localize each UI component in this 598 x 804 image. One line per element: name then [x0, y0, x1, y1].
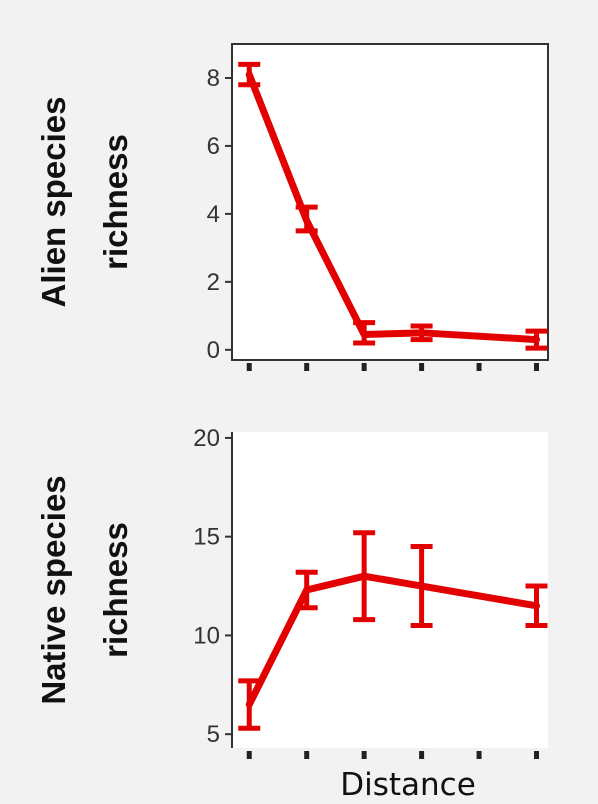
native-plot-area: [232, 432, 548, 748]
alien-error-bar: [525, 328, 548, 351]
native-y-tick-label: 10: [193, 622, 220, 649]
native-error-bar: [295, 569, 318, 611]
native-xlabel: Distance: [340, 767, 476, 803]
alien-ylabel-line-2: richness: [97, 134, 134, 270]
native-error-bar: [410, 544, 433, 629]
alien-plot-area: [231, 43, 549, 361]
alien-ylabel-line-1: Alien species: [35, 97, 72, 308]
native-error-bar: [353, 530, 376, 623]
alien-error-bar: [238, 61, 261, 88]
native-error-bar: [238, 678, 261, 731]
native-ylabel-line-2: richness: [97, 522, 134, 658]
alien-y-tick-label: 8: [207, 65, 220, 92]
alien-y-tick-label: 4: [207, 201, 220, 228]
native-error-bar: [525, 583, 548, 629]
alien-y-axis: 0 2 4 6 8: [207, 65, 232, 364]
native-y-tick-label: 15: [193, 524, 220, 551]
native-richness-panel: Native species richness 5 10 15 20 Distance: [35, 425, 548, 803]
native-y-axis: 5 10 15 20: [193, 425, 232, 748]
alien-error-bar: [410, 323, 433, 343]
native-y-tick-label: 20: [193, 425, 220, 452]
native-series: [238, 530, 548, 731]
alien-y-tick-label: 0: [207, 337, 220, 364]
alien-y-tick-label: 2: [207, 269, 220, 296]
native-ylabel-line-1: Native species: [35, 475, 72, 704]
alien-error-bar: [295, 204, 318, 234]
alien-series: [238, 61, 548, 351]
alien-x-axis: [246, 363, 540, 371]
alien-y-tick-label: 6: [207, 133, 220, 160]
native-y-tick-label: 5: [207, 721, 220, 748]
alien-error-bar: [353, 320, 376, 346]
alien-richness-panel: Alien species richness 0 2 4 6 8: [35, 43, 549, 371]
native-x-axis: [246, 751, 540, 759]
